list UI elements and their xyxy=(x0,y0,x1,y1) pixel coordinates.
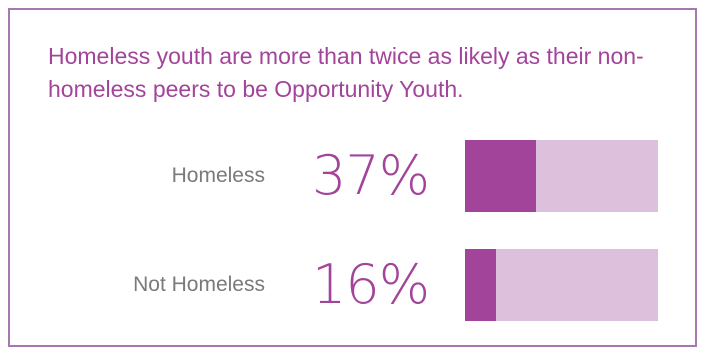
value-label-not-homeless: 16% xyxy=(312,253,430,316)
bar-fill-homeless xyxy=(465,140,536,212)
row-not-homeless: Not Homeless 16% xyxy=(10,249,695,321)
category-label-not-homeless: Not Homeless xyxy=(133,273,265,296)
bar-track-not-homeless xyxy=(465,249,658,321)
row-homeless: Homeless 37% xyxy=(10,140,695,212)
bar-remainder-not-homeless xyxy=(465,249,658,321)
infographic-card: Homeless youth are more than twice as li… xyxy=(8,8,697,347)
bar-track-homeless xyxy=(465,140,658,212)
category-label-homeless: Homeless xyxy=(171,164,265,187)
value-label-homeless: 37% xyxy=(312,144,430,207)
bar-fill-not-homeless xyxy=(465,249,496,321)
chart-title: Homeless youth are more than twice as li… xyxy=(48,43,644,102)
